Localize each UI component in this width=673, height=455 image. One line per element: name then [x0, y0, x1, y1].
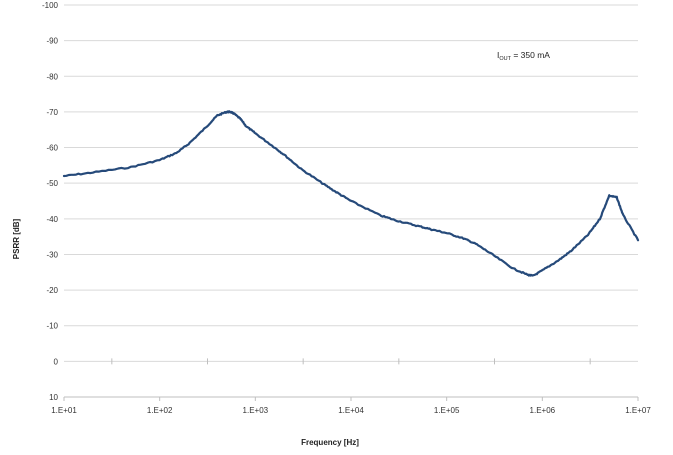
annotation-suffix: = 350 mA [511, 50, 550, 60]
y-tick-label: -10 [46, 322, 58, 331]
x-tick-label: 1.E+07 [625, 406, 651, 415]
x-axis-title: Frequency [Hz] [301, 438, 359, 447]
y-tick-label: -40 [46, 215, 58, 224]
current-annotation: IOUT = 350 mA [497, 50, 550, 62]
x-tick-label: 1.E+02 [147, 406, 173, 415]
y-tick-label: 0 [54, 357, 59, 366]
y-tick-label: -50 [46, 179, 58, 188]
x-tick-label: 1.E+01 [51, 406, 77, 415]
annotation-background [472, 44, 606, 66]
annotation-subscript: OUT [499, 56, 511, 62]
x-tick-labels: 1.E+01 1.E+02 1.E+03 1.E+04 1.E+05 1.E+06 1.E+… [51, 406, 651, 415]
y-tick-label: -90 [46, 37, 58, 46]
axes [63, 358, 639, 401]
x-tick-label: 1.E+05 [434, 406, 460, 415]
x-tick-label: 1.E+06 [530, 406, 556, 415]
annotation-prefix: I [497, 50, 499, 60]
x-tick-label: 1.E+03 [243, 406, 269, 415]
psrr-series-line [62, 110, 640, 277]
y-tick-label: -80 [46, 72, 58, 81]
series [62, 110, 640, 277]
y-tick-label: -20 [46, 286, 58, 295]
y-tick-label: -30 [46, 250, 58, 259]
y-tick-label: -70 [46, 108, 58, 117]
y-tick-label: -100 [42, 1, 59, 10]
gridlines [64, 4, 638, 362]
x-tick-label: 1.E+04 [338, 406, 364, 415]
y-tick-label: -60 [46, 144, 58, 153]
y-axis-title: PSRR [dB] [12, 218, 21, 259]
y-tick-label: 10 [49, 393, 58, 402]
